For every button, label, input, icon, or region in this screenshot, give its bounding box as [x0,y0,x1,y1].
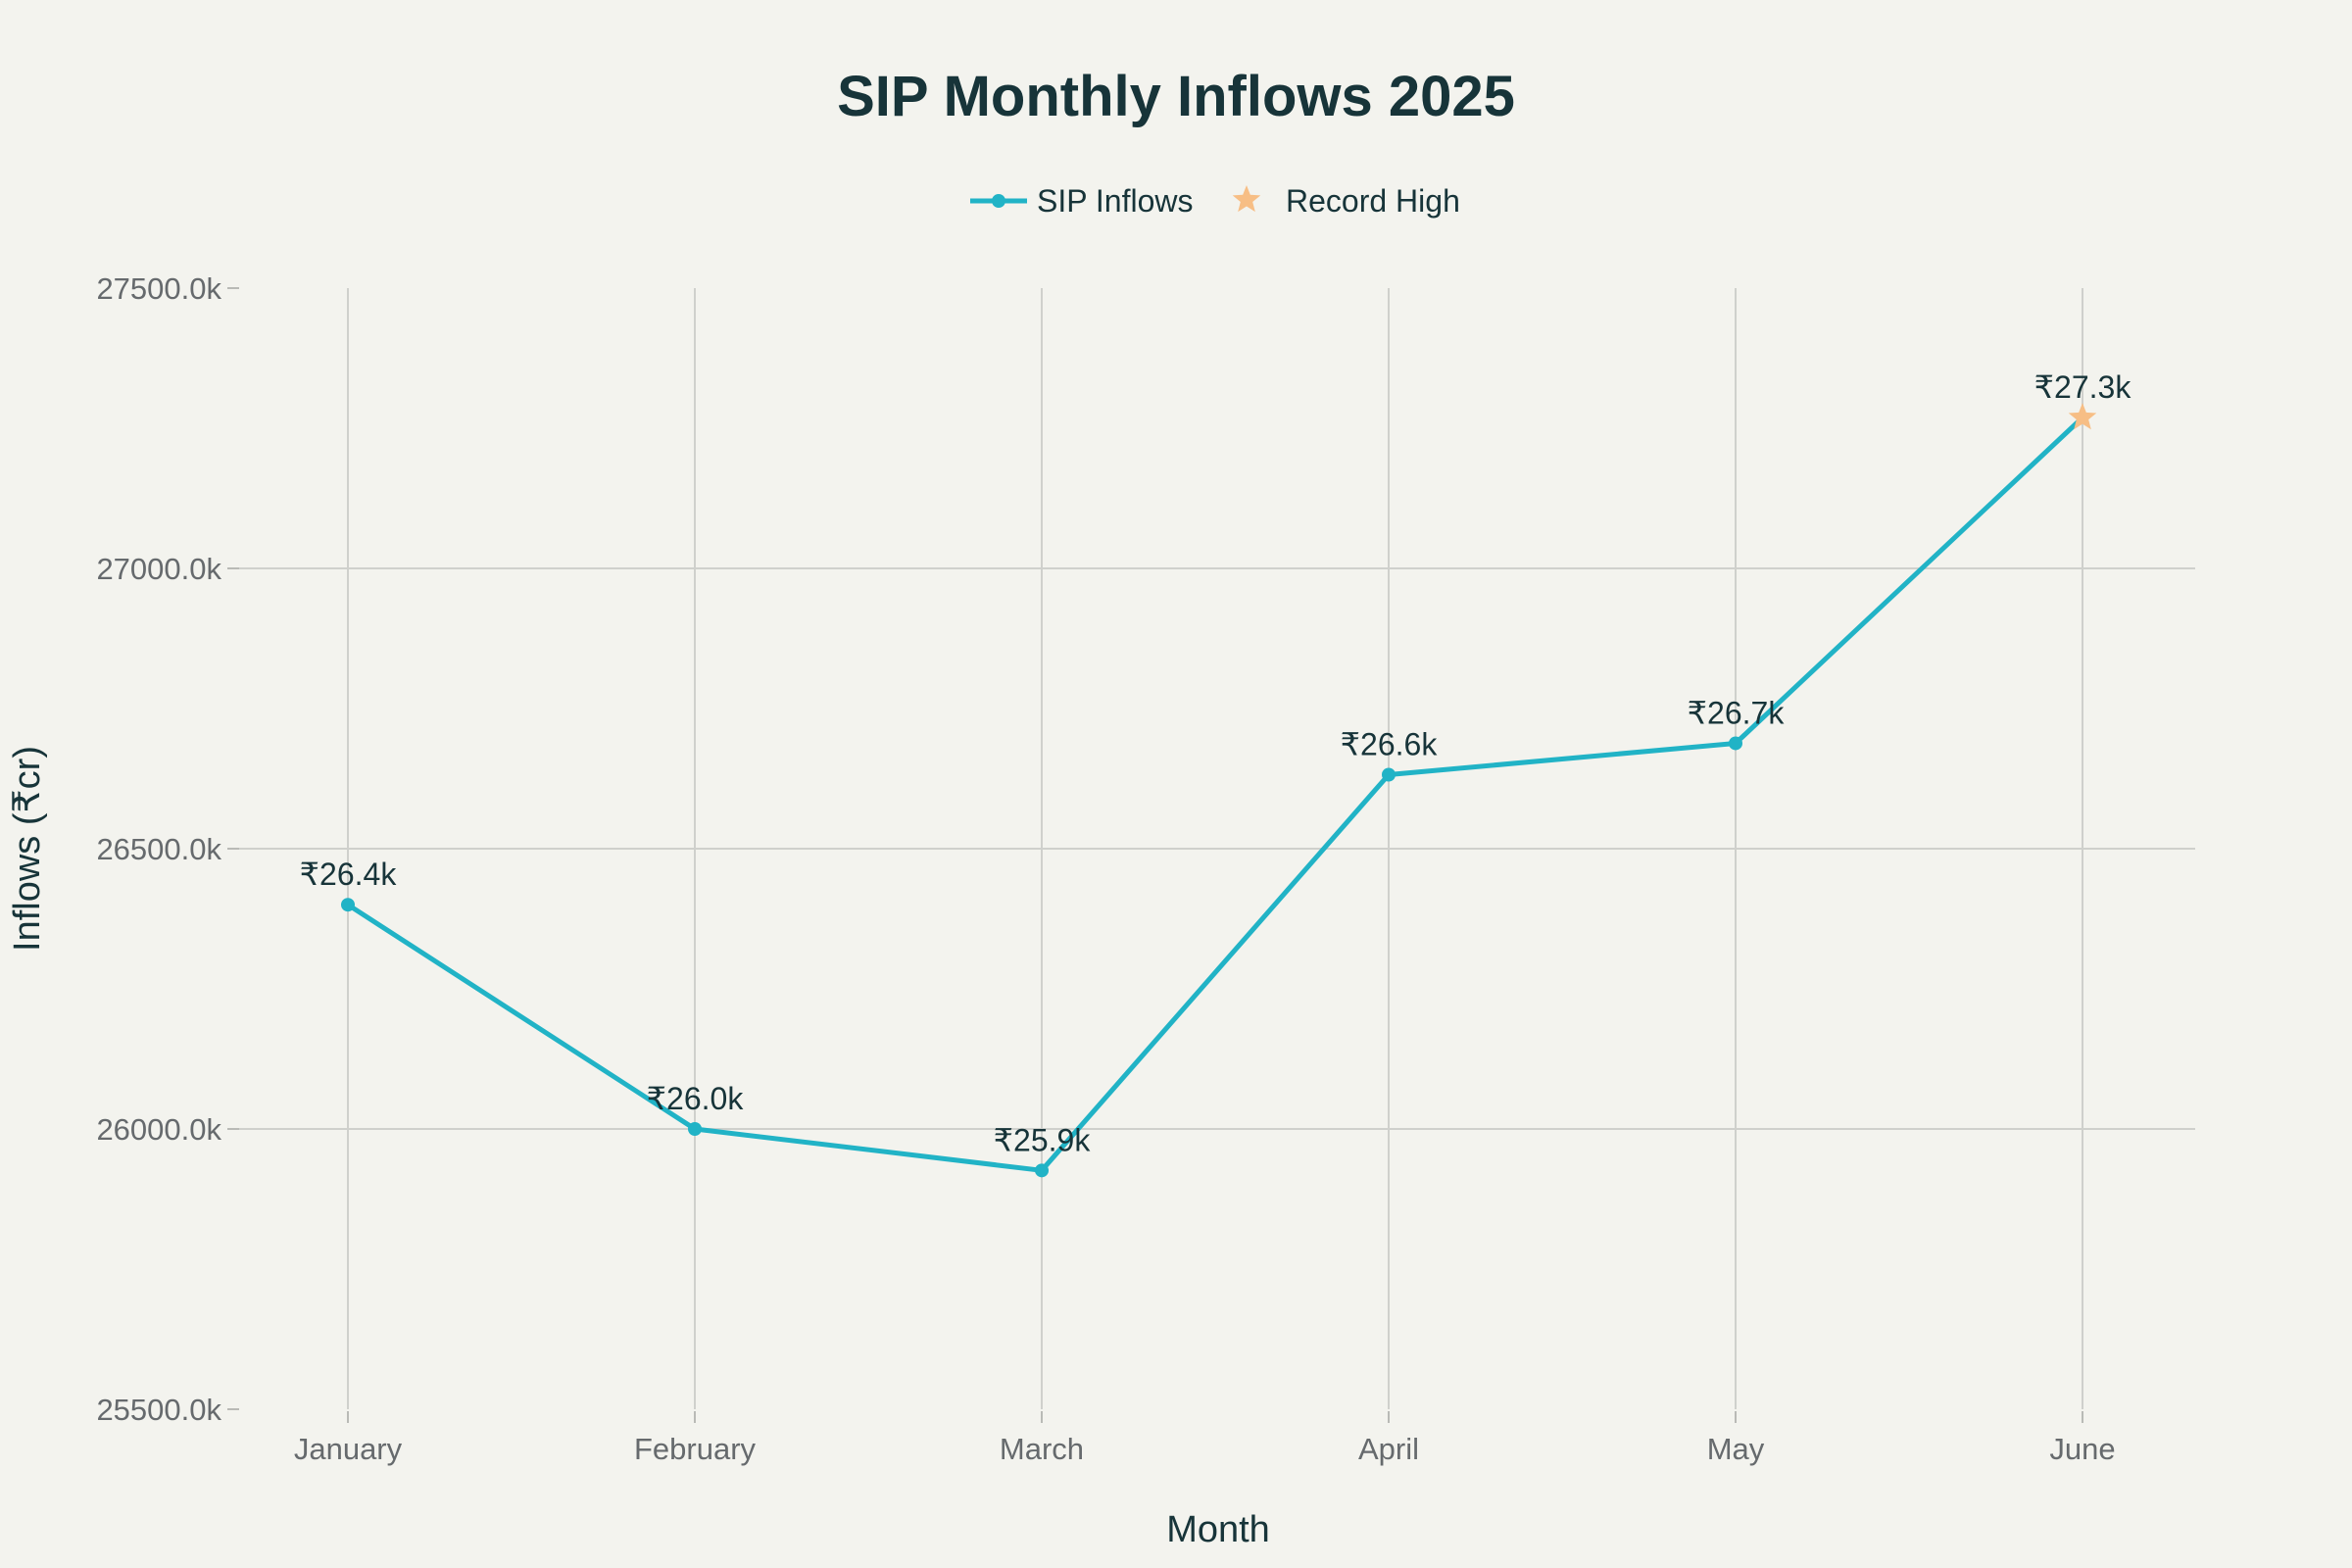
data-labels: ₹26.4k ₹26.0k ₹25.9k ₹26.6k ₹26.7k ₹27.3k [300,369,2132,1157]
x-axis-title: Month [1166,1509,1270,1550]
x-tick-label: June [2049,1432,2115,1466]
data-label: ₹25.9k [994,1122,1092,1157]
legend-star-icon [1232,185,1261,213]
y-tick-label: 26500.0k [96,832,221,866]
legend-marker-swatch [992,194,1005,208]
series-sip-inflows [341,403,2097,1178]
legend-item-series[interactable]: SIP Inflows [970,183,1193,219]
data-point[interactable] [1729,736,1742,751]
y-axis: 25500.0k 26000.0k 26500.0k 27000.0k 27500.0k [96,271,239,1427]
data-label: ₹27.3k [2034,369,2132,405]
data-label: ₹26.7k [1688,695,1786,730]
y-tick-label: 27000.0k [96,552,221,586]
series-line [345,415,2085,1173]
x-tick-label: February [634,1432,757,1466]
data-point[interactable] [1035,1163,1049,1178]
legend-label-series: SIP Inflows [1037,183,1193,219]
x-tick-label: April [1358,1432,1419,1466]
data-point[interactable] [341,898,355,912]
y-tick-label: 27500.0k [96,271,221,306]
legend-item-record-high[interactable]: Record High [1232,183,1460,219]
data-point[interactable] [1382,767,1396,782]
x-axis: January February March April May June [294,1411,2116,1466]
record-high-marker[interactable] [2068,403,2097,430]
data-label: ₹26.4k [300,857,398,892]
data-label: ₹26.6k [1341,726,1439,761]
data-point[interactable] [688,1122,702,1136]
y-axis-title: Inflows (₹cr) [7,746,48,952]
y-tick-label: 25500.0k [96,1393,221,1427]
legend[interactable]: SIP Inflows Record High [970,183,1460,219]
legend-label-record-high: Record High [1286,183,1460,219]
grid-lines [235,288,2195,1409]
chart-title: SIP Monthly Inflows 2025 [837,65,1515,128]
x-tick-label: January [294,1432,403,1466]
x-tick-label: March [1000,1432,1084,1466]
data-label: ₹26.0k [647,1081,745,1116]
x-tick-label: May [1707,1432,1765,1466]
y-tick-label: 26000.0k [96,1112,221,1147]
